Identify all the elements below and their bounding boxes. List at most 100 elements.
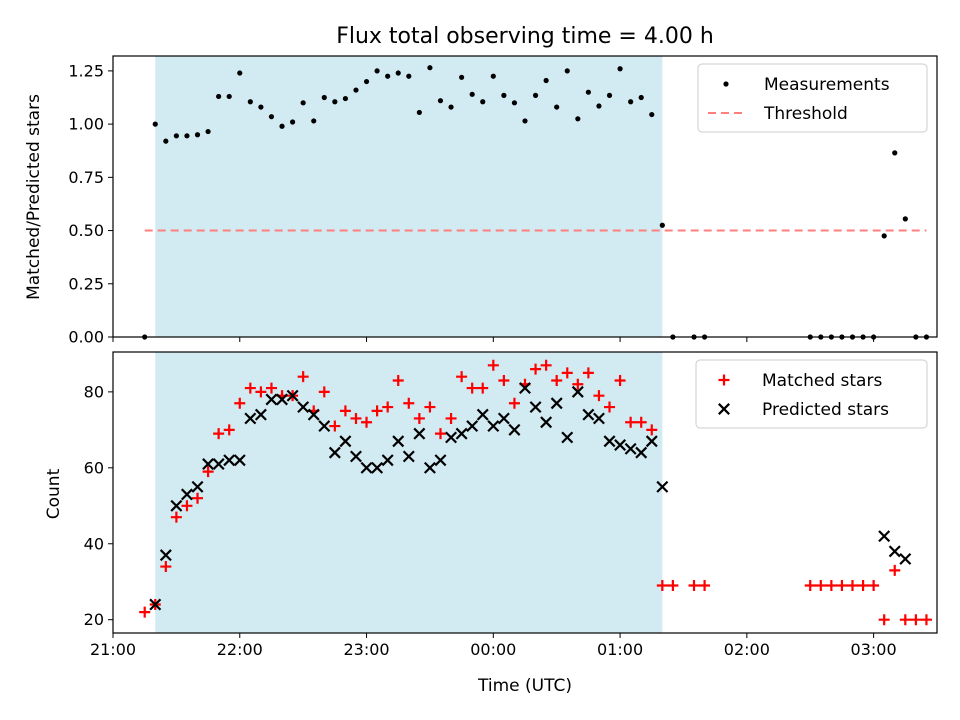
data-point <box>501 92 507 98</box>
data-point <box>459 74 465 80</box>
data-point <box>339 405 351 417</box>
x-tick-label: 22:00 <box>217 640 263 659</box>
data-point <box>498 374 510 386</box>
data-point <box>603 435 616 448</box>
legend: Measurements Threshold <box>697 63 928 133</box>
data-point <box>265 393 278 406</box>
data-point <box>889 564 901 576</box>
data-point <box>382 401 394 413</box>
data-point <box>825 580 837 592</box>
data-point <box>688 580 700 592</box>
data-point <box>192 492 204 504</box>
data-point <box>371 405 383 417</box>
data-point <box>223 424 235 436</box>
data-point <box>656 480 669 493</box>
data-point <box>392 374 404 386</box>
data-point <box>582 408 595 421</box>
data-point <box>480 99 486 105</box>
data-point <box>878 614 890 626</box>
data-point <box>289 119 296 125</box>
data-point <box>596 103 602 109</box>
data-point <box>434 428 446 440</box>
data-point <box>477 382 489 394</box>
data-point <box>667 580 679 592</box>
data-point <box>226 93 232 100</box>
data-point <box>350 412 362 424</box>
data-point <box>550 397 563 410</box>
data-point <box>297 401 310 414</box>
data-point <box>437 98 444 104</box>
data-point <box>234 397 246 409</box>
data-point <box>511 100 518 106</box>
top-panel: 0.00 0.25 0.50 0.75 1.00 1.25 Measurements Thre… <box>68 55 938 347</box>
series-predicted-stars <box>149 382 912 611</box>
data-point <box>170 511 182 523</box>
x-tick-label: 01:00 <box>597 640 643 659</box>
data-point <box>625 416 637 428</box>
bottom-y-axis-label: Count <box>44 468 64 519</box>
data-point <box>543 77 549 84</box>
data-point <box>318 420 331 433</box>
data-point <box>265 382 277 394</box>
data-point <box>371 461 384 474</box>
bottom-panel: 21:00 22:00 23:00 00:00 01:00 02:00 03:00 20 40 6… <box>84 351 938 659</box>
data-point <box>497 412 510 425</box>
data-point <box>846 580 858 592</box>
data-point <box>202 458 215 470</box>
data-point <box>244 412 257 425</box>
data-point <box>160 561 172 573</box>
x-tick-label: 03:00 <box>851 640 897 659</box>
data-point <box>614 374 626 386</box>
top-y-axis-label: Matched/Predicted stars <box>24 94 44 300</box>
data-point <box>254 408 267 421</box>
y-tick-label: 0.25 <box>68 274 104 293</box>
data-point <box>181 500 193 512</box>
data-point <box>561 431 574 444</box>
data-point <box>434 454 447 467</box>
data-point <box>423 461 436 474</box>
data-point <box>413 412 425 424</box>
data-point <box>881 233 887 239</box>
data-point <box>448 104 454 110</box>
data-point <box>173 133 179 139</box>
data-point <box>628 99 634 105</box>
y-tick-label: 0.50 <box>68 221 104 240</box>
data-point <box>857 580 869 592</box>
data-point <box>445 412 457 424</box>
observing-window-span <box>155 352 663 633</box>
data-point <box>551 374 563 386</box>
data-point <box>649 111 655 118</box>
data-point <box>532 92 539 98</box>
data-point <box>385 73 391 79</box>
data-point <box>519 382 531 395</box>
data-point <box>466 420 479 433</box>
y-tick-label: 1.00 <box>68 115 104 134</box>
data-point <box>646 424 658 436</box>
data-point <box>554 104 560 110</box>
data-point <box>902 216 908 222</box>
data-point <box>624 442 637 455</box>
data-point <box>233 454 246 467</box>
y-tick-label: 0.75 <box>68 168 104 187</box>
data-point <box>614 439 627 452</box>
data-point <box>530 363 542 375</box>
data-point <box>191 480 204 493</box>
data-point <box>575 116 581 122</box>
y-tick-label: 60 <box>84 458 104 477</box>
data-point <box>361 416 373 428</box>
data-point <box>456 371 468 383</box>
data-point <box>445 431 458 444</box>
data-point <box>184 133 190 139</box>
data-point <box>353 87 359 93</box>
data-point <box>402 450 415 463</box>
data-point <box>888 545 901 558</box>
data-point <box>403 397 415 409</box>
data-point <box>279 123 285 129</box>
data-point <box>360 461 373 474</box>
data-point <box>205 128 211 135</box>
plot-frame <box>112 351 938 634</box>
data-point <box>212 458 225 470</box>
legend-label: Matched stars <box>762 371 882 391</box>
data-point <box>585 89 591 95</box>
data-point <box>571 385 584 398</box>
